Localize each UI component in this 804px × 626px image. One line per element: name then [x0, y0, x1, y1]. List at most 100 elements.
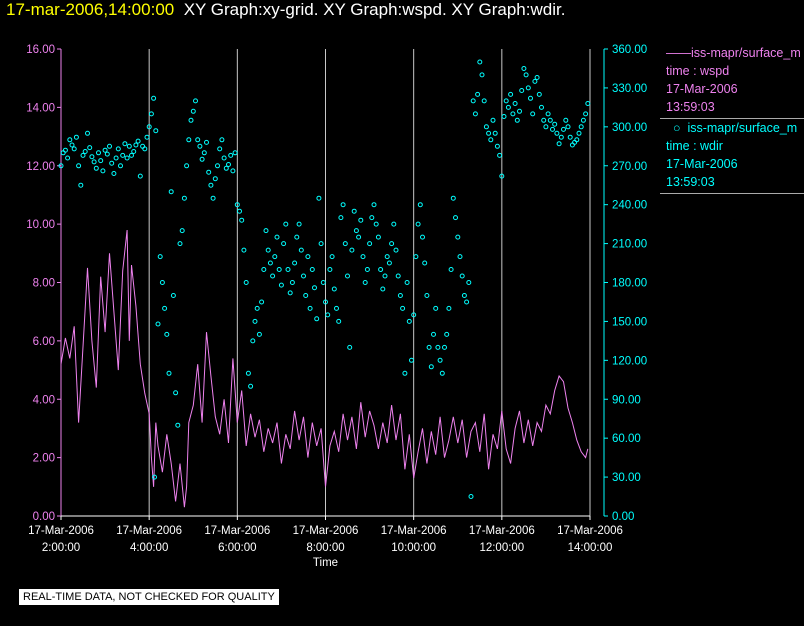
wdir-point — [204, 139, 209, 145]
wdir-point — [164, 331, 170, 337]
wdir-point — [168, 189, 174, 195]
right-axis-tick-label: 120.00 — [612, 355, 647, 367]
wdir-point — [340, 202, 346, 208]
wdir-point — [201, 150, 207, 156]
wdir-point — [146, 124, 152, 130]
wdir-point — [58, 163, 64, 169]
wdir-point — [334, 305, 339, 311]
wdir-point — [217, 146, 223, 152]
left-axis-tick-label: 16.00 — [26, 44, 55, 56]
wdir-point — [325, 312, 331, 318]
legend-entry-wspd: ——iss-mapr/surface_m time : wspd 17-Mar-… — [660, 44, 804, 116]
wdir-point — [331, 286, 337, 292]
wdir-point — [175, 422, 181, 428]
wdir-point — [71, 146, 77, 152]
wdir-point — [503, 98, 509, 104]
wdir-point — [336, 318, 342, 324]
wdir-point — [62, 147, 68, 153]
wdir-point — [230, 168, 236, 174]
wdir-point — [193, 98, 198, 104]
wdir-point — [470, 98, 476, 104]
left-axis-tick-label: 2.00 — [33, 453, 55, 465]
legend-date: 17-Mar-2006 — [666, 82, 738, 96]
wdir-point — [517, 108, 522, 114]
wdir-point — [406, 318, 412, 324]
wdir-point — [265, 247, 271, 253]
right-axis-tick-label: 330.00 — [612, 83, 647, 95]
wdir-point — [499, 173, 505, 179]
wdir-point — [525, 85, 531, 91]
wdir-point — [351, 208, 357, 214]
wdir-point — [270, 273, 276, 279]
series-wdir — [58, 59, 591, 499]
wdir-point — [347, 344, 353, 350]
left-axis-tick-label: 14.00 — [26, 102, 55, 114]
right-axis-tick-label: 60.00 — [612, 433, 641, 445]
wdir-point — [536, 91, 542, 97]
wdir-point — [314, 316, 320, 322]
wdir-point — [170, 293, 176, 298]
wdir-point — [289, 280, 295, 285]
wdir-point — [312, 285, 317, 291]
wdir-point — [287, 290, 293, 296]
wdir-point — [195, 137, 201, 143]
wdir-point — [547, 117, 553, 123]
wdir-point — [561, 126, 566, 132]
wdir-point — [402, 370, 408, 376]
wdir-point — [223, 165, 229, 171]
wdir-point — [285, 267, 291, 272]
wdir-point — [508, 91, 514, 97]
wdir-point — [153, 128, 159, 134]
wdir-point — [468, 494, 474, 499]
wdir-point — [250, 338, 256, 344]
wdir-point — [221, 155, 227, 161]
wdir-point — [148, 111, 154, 117]
wdir-point — [576, 130, 582, 136]
wdir-point — [261, 267, 267, 272]
left-axis-tick-label: 12.00 — [26, 161, 55, 173]
wdir-point — [263, 228, 269, 234]
wdir-point — [563, 117, 569, 123]
wdir-point — [530, 111, 536, 117]
wdir-point — [466, 280, 472, 285]
wdir-point — [281, 241, 287, 247]
wdir-point — [173, 390, 179, 396]
wdir-point — [389, 241, 395, 247]
wdir-point — [267, 260, 273, 266]
wdir-point — [420, 234, 425, 240]
wdir-point — [166, 370, 172, 376]
wdir-point — [129, 152, 134, 158]
wdir-point — [155, 321, 161, 327]
wdir-point — [422, 260, 428, 266]
data-quality-notice: REAL-TIME DATA, NOT CHECKED FOR QUALITY — [19, 589, 279, 605]
wdir-point — [316, 195, 322, 201]
wdir-point — [93, 165, 99, 171]
wdir-point — [569, 142, 575, 148]
wdir-point — [580, 117, 586, 123]
wdir-point — [234, 202, 240, 208]
wdir-point — [329, 254, 335, 260]
legend-series-name: iss-mapr/surface_m — [691, 46, 801, 60]
wdir-point — [550, 126, 555, 132]
wdir-point — [122, 141, 128, 147]
wdir-point — [104, 151, 110, 157]
wdir-point — [475, 91, 481, 97]
wdir-point — [85, 130, 90, 136]
wdir-point — [417, 202, 423, 208]
wdir-point — [378, 267, 384, 272]
wdir-point — [162, 305, 168, 311]
wdir-point — [583, 111, 589, 117]
wdir-point — [296, 221, 302, 227]
wdir-point — [272, 254, 278, 260]
wdir-point — [435, 344, 441, 350]
wdir-point — [215, 163, 220, 169]
wdir-point — [65, 155, 71, 161]
x-axis-tick-label-date: 17-Mar-2006 — [469, 525, 535, 537]
wdir-point — [400, 305, 406, 311]
wdir-point — [501, 114, 507, 119]
wdir-point — [497, 152, 503, 158]
wdir-point — [380, 286, 386, 292]
x-axis-tick-label-date: 17-Mar-2006 — [293, 525, 359, 537]
wdir-point — [490, 117, 496, 123]
wdir-point — [367, 241, 373, 247]
